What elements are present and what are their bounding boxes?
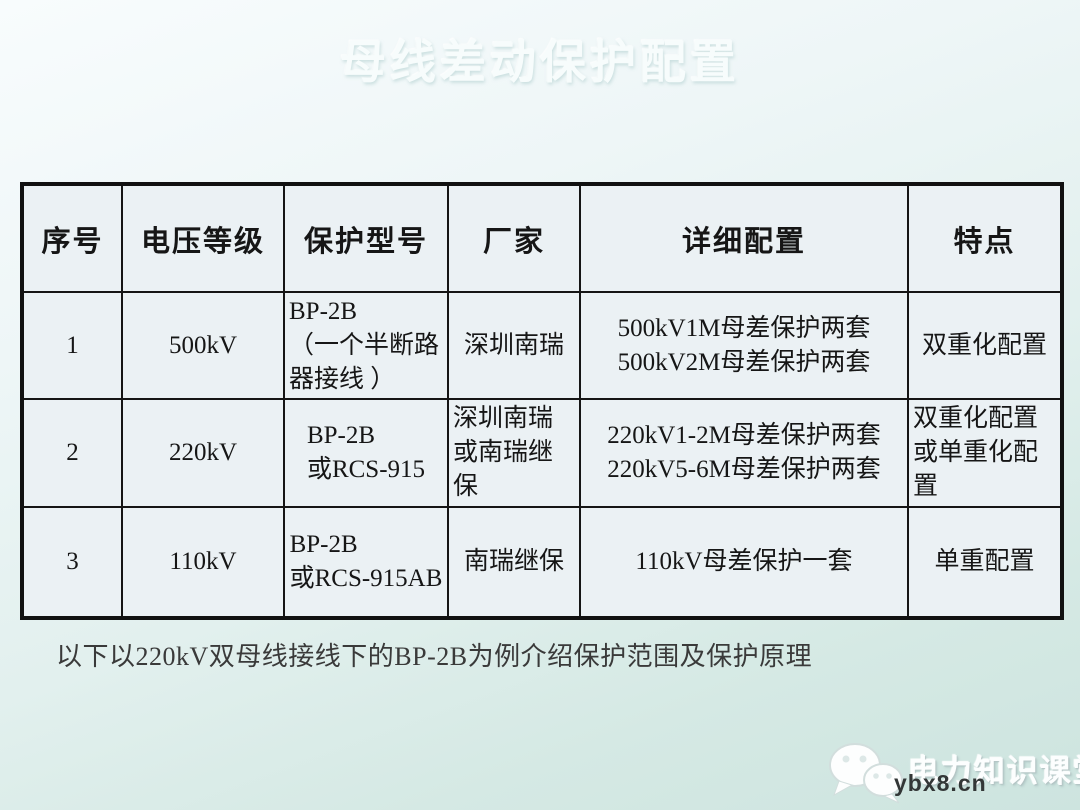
col-header-serial: 序号 [21,183,123,293]
footnote-text: 以下以220kV双母线接线下的BP-2B为例介绍保护范围及保护原理 [56,642,813,671]
table-row-220kv: 2 220kV BP-2B 或RCS-915 深圳南瑞 或南瑞继保 220kV1… [21,398,1063,508]
cell-config: 220kV1-2M母差保护两套 220kV5-6M母差保护两套 [579,398,909,508]
cell-vendor: 深圳南瑞 [447,290,581,401]
cell-vendor: 南瑞继保 [447,505,581,619]
cell-model: BP-2B 或RCS-915AB [283,505,449,619]
watermark-site-text: ybx8.cn [894,770,987,796]
col-header-model: 保护型号 [283,183,449,293]
cell-voltage: 110kV [121,505,285,619]
cell-feature: 单重配置 [907,505,1063,619]
col-header-feature: 特点 [907,183,1063,293]
table-header-row: 序号 电压等级 保护型号 厂家 详细配置 特点 [21,183,1063,293]
cell-voltage: 220kV [121,398,285,508]
slide-title: 母线差动保护配置 [340,36,740,88]
cell-config: 500kV1M母差保护两套 500kV2M母差保护两套 [579,290,909,401]
col-header-vendor: 厂家 [447,183,581,293]
cell-serial: 1 [21,290,123,401]
watermark-brand-text: 电力知识课堂 [908,754,1080,789]
cell-model: BP-2B （一个半断路器接线 ） [283,290,449,401]
cell-voltage: 500kV [121,290,285,401]
cell-serial: 3 [21,505,123,619]
bus-protection-config-table: 序号 电压等级 保护型号 厂家 详细配置 特点 1 500kV BP-2B （一… [20,182,1064,620]
col-header-config: 详细配置 [579,183,909,293]
cell-feature: 双重化配置 或单重化配置 [907,398,1063,508]
table-row-110kv: 3 110kV BP-2B 或RCS-915AB 南瑞继保 110kV母差保护一… [21,505,1063,619]
cell-serial: 2 [21,398,123,508]
cell-config: 110kV母差保护一套 [579,505,909,619]
cell-model: BP-2B 或RCS-915 [283,398,449,508]
cell-feature: 双重化配置 [907,290,1063,401]
table-row-500kv: 1 500kV BP-2B （一个半断路器接线 ） 深圳南瑞 500kV1M母差… [21,290,1063,401]
wechat-bubbles-icon [828,740,904,809]
col-header-voltage: 电压等级 [121,183,285,293]
cell-vendor: 深圳南瑞 或南瑞继保 [447,398,581,508]
watermark: 电力知识课堂 ybx8.cn [828,738,1080,809]
